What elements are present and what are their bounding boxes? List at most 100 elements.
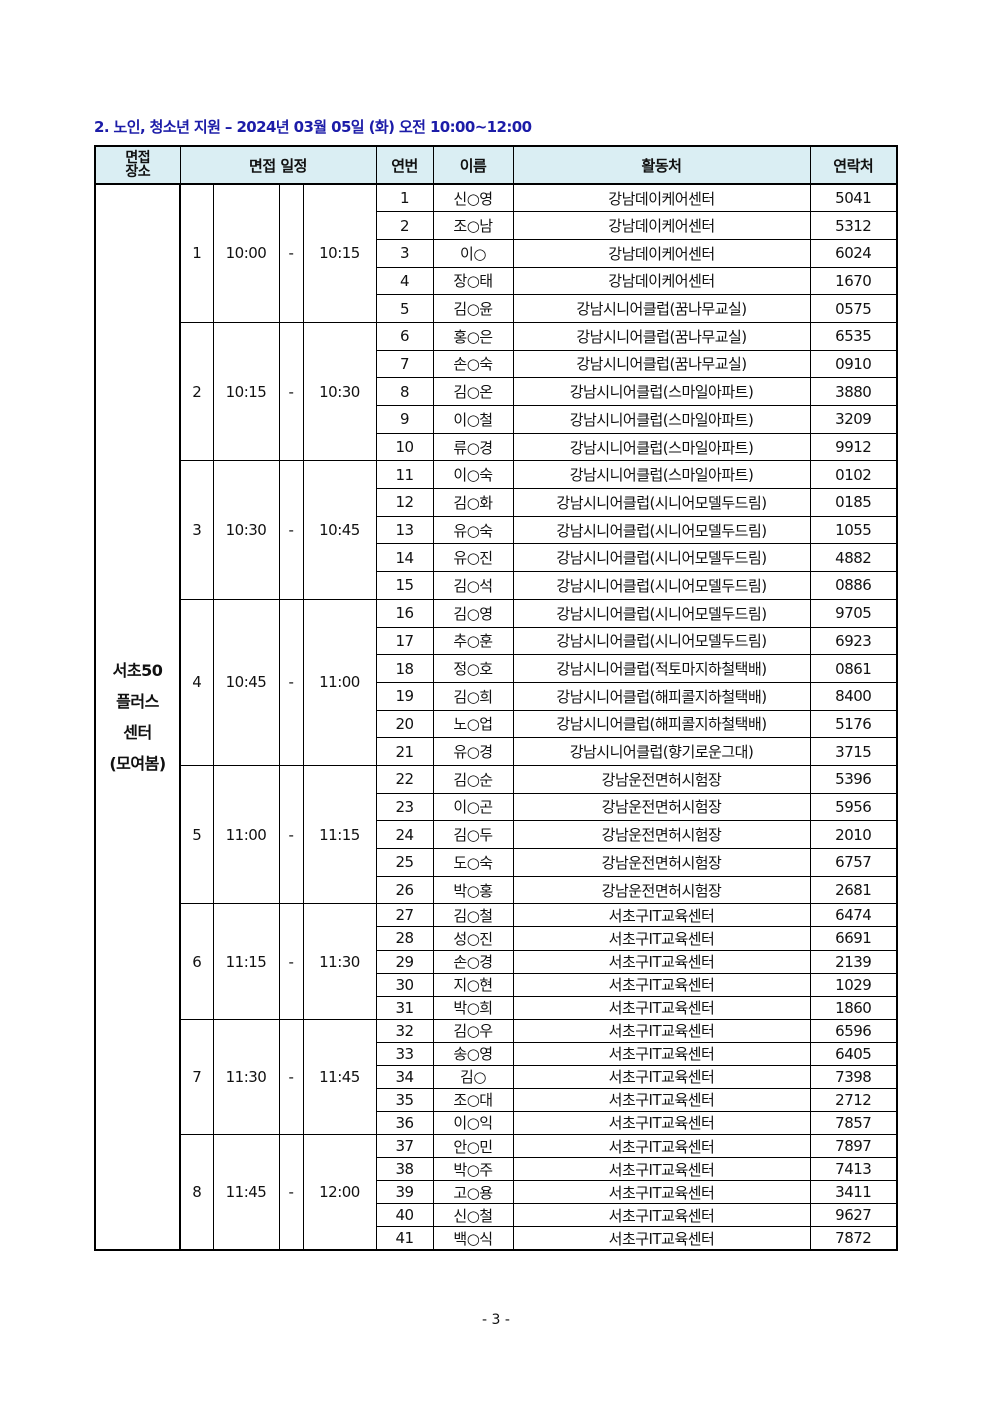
session-end: 12:00	[302, 1133, 377, 1251]
row-number: 25	[375, 848, 434, 877]
row-workplace: 강남시니어클럽(시니어모델두드림)	[512, 626, 811, 656]
row-workplace: 서초구IT교육센터	[512, 1157, 811, 1182]
row-name: 지○현	[432, 972, 514, 997]
row-name: 고○용	[432, 1180, 514, 1205]
row-workplace: 서초구IT교육센터	[512, 949, 811, 974]
row-workplace: 강남시니어클럽(스마일아파트)	[512, 460, 811, 490]
row-name: 박○희	[432, 995, 514, 1020]
table-row: 10 류○경 강남시니어클럽(스마일아파트) 9912	[95, 432, 898, 462]
row-contact: 0910	[809, 349, 898, 379]
row-number: 37	[375, 1133, 434, 1159]
row-number: 14	[375, 543, 434, 573]
row-workplace: 강남데이케어센터	[512, 183, 811, 213]
session-start: 11:00	[212, 764, 280, 905]
table-header-row: 면접 장소 면접 일정 연번 이름 활동처 연락처	[94, 145, 898, 185]
row-name: 이○철	[432, 405, 514, 434]
session-start: 10:00	[212, 183, 280, 323]
row-contact: 1029	[809, 972, 898, 997]
session-start: 11:30	[212, 1018, 280, 1136]
row-workplace: 강남시니어클럽(시니어모델두드림)	[512, 515, 811, 545]
session-start: 10:15	[212, 321, 280, 462]
row-number: 9	[375, 405, 434, 434]
row-workplace: 강남데이케어센터	[512, 266, 811, 296]
row-contact: 4882	[809, 543, 898, 573]
row-number: 1	[375, 183, 434, 213]
table-row: 2 10:15-10:30 6 홍○은 강남시니어클럽(꿈나무교실) 6535	[95, 321, 898, 462]
header-contact: 연락처	[809, 145, 898, 185]
table-row: 12 김○화 강남시니어클럽(시니어모델두드림) 0185	[95, 488, 898, 517]
row-contact: 3715	[809, 737, 898, 766]
row-name: 김○순	[432, 764, 514, 794]
row-name: 김○두	[432, 820, 514, 849]
row-contact: 7897	[809, 1133, 898, 1159]
header-location-line2: 장소	[125, 164, 151, 180]
row-contact: 7413	[809, 1157, 898, 1182]
row-number: 26	[375, 875, 434, 905]
row-contact: 0861	[809, 654, 898, 683]
row-name: 안○민	[432, 1133, 514, 1159]
row-contact: 0886	[809, 571, 898, 600]
row-number: 11	[375, 460, 434, 490]
row-name: 유○경	[432, 737, 514, 766]
row-name: 장○태	[432, 266, 514, 296]
row-workplace: 강남운전면허시험장	[512, 792, 811, 822]
row-workplace: 서초구IT교육센터	[512, 972, 811, 997]
session-end: 11:30	[302, 903, 377, 1020]
row-number: 22	[375, 764, 434, 794]
row-number: 13	[375, 515, 434, 545]
row-name: 김○영	[432, 598, 514, 628]
row-name: 박○주	[432, 1157, 514, 1182]
row-contact: 2712	[809, 1087, 898, 1112]
row-name: 이○익	[432, 1110, 514, 1136]
row-workplace: 강남시니어클럽(시니어모델두드림)	[512, 598, 811, 628]
row-number: 38	[375, 1157, 434, 1182]
row-workplace: 서초구IT교육센터	[512, 1041, 811, 1066]
header-schedule: 면접 일정	[179, 145, 377, 185]
row-number: 19	[375, 681, 434, 711]
header-no: 연번	[375, 145, 434, 185]
table-row: 4 장○태 강남데이케어센터 1670	[95, 266, 898, 296]
row-contact: 1670	[809, 266, 898, 296]
row-workplace: 서초구IT교육센터	[512, 1133, 811, 1159]
row-name: 김○석	[432, 571, 514, 600]
row-workplace: 서초구IT교육센터	[512, 1018, 811, 1043]
table-row: 31 박○희 서초구IT교육센터 1860	[95, 995, 898, 1020]
row-contact: 3411	[809, 1180, 898, 1205]
row-name: 신○영	[432, 183, 514, 213]
row-workplace: 강남운전면허시험장	[512, 848, 811, 877]
row-contact: 7398	[809, 1064, 898, 1089]
location-line: 센터	[123, 722, 152, 742]
row-workplace: 강남운전면허시험장	[512, 875, 811, 905]
row-number: 31	[375, 995, 434, 1020]
session-number: 7	[179, 1018, 214, 1136]
row-number: 32	[375, 1018, 434, 1043]
row-workplace: 강남시니어클럽(꿈나무교실)	[512, 349, 811, 379]
session-start: 10:45	[212, 598, 280, 766]
row-contact: 2681	[809, 875, 898, 905]
row-number: 16	[375, 598, 434, 628]
section-title: 2. 노인, 청소년 지원 – 2024년 03월 05일 (화) 오전 10:…	[94, 118, 532, 136]
row-contact: 6691	[809, 926, 898, 951]
row-contact: 6757	[809, 848, 898, 877]
row-name: 김○철	[432, 903, 514, 928]
row-number: 3	[375, 238, 434, 268]
row-workplace: 강남시니어클럽(시니어모델두드림)	[512, 571, 811, 600]
table-row: 24 김○두 강남운전면허시험장 2010	[95, 820, 898, 849]
session-number: 5	[179, 764, 214, 905]
session-end: 11:00	[302, 598, 377, 766]
row-contact: 5312	[809, 211, 898, 240]
row-name: 성○진	[432, 926, 514, 951]
session-number: 8	[179, 1133, 214, 1251]
page-number: - 3 -	[482, 1312, 510, 1328]
row-name: 류○경	[432, 432, 514, 462]
session-end: 10:30	[302, 321, 377, 462]
row-name: 도○숙	[432, 848, 514, 877]
row-workplace: 서초구IT교육센터	[512, 1087, 811, 1112]
location-line: 서초50	[112, 660, 163, 680]
table-row: 39 고○용 서초구IT교육센터 3411	[95, 1180, 898, 1205]
row-contact: 6535	[809, 321, 898, 351]
table-row: 7 11:30-11:45 32 김○우 서초구IT교육센터 6596	[95, 1018, 898, 1136]
row-name: 손○숙	[432, 349, 514, 379]
row-contact: 0102	[809, 460, 898, 490]
table-row: 2 조○남 강남데이케어센터 5312	[95, 211, 898, 240]
